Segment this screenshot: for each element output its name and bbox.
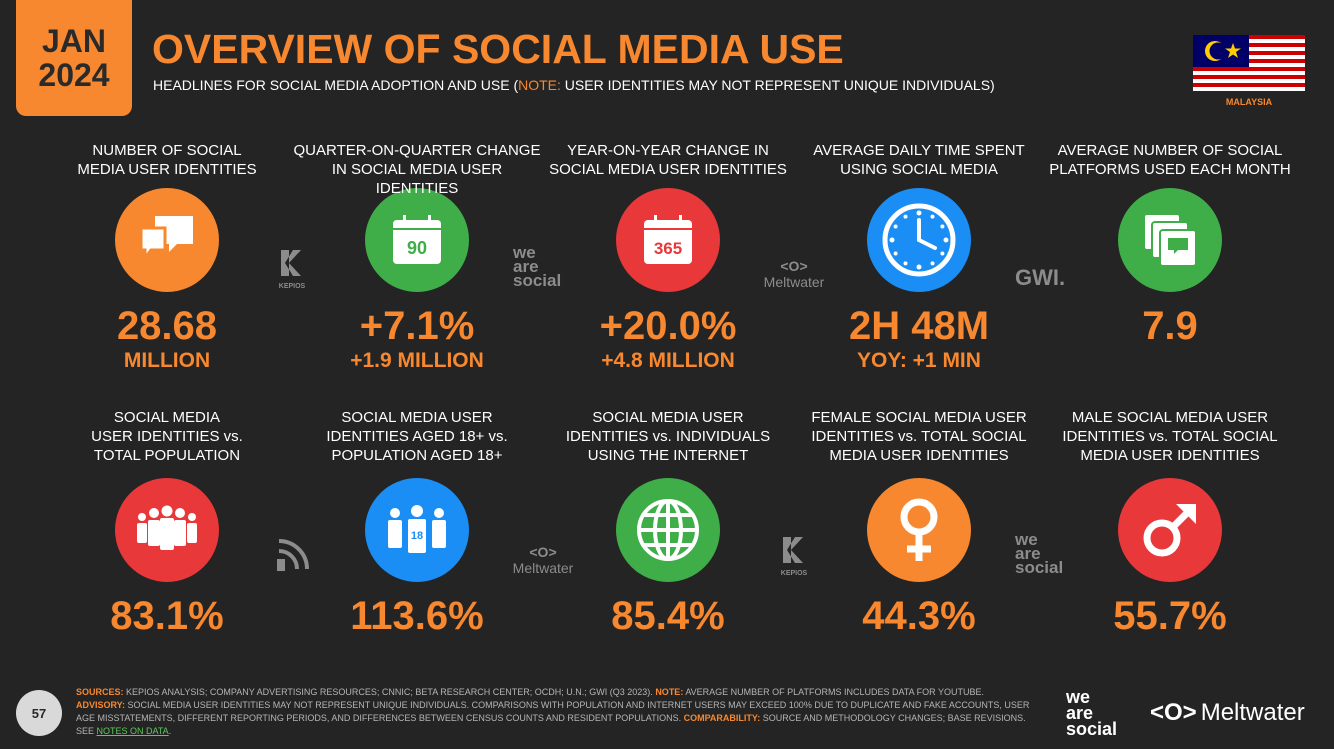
- page-number: 57: [16, 690, 62, 736]
- clock-icon: [867, 188, 971, 292]
- stat-yoy-change: YEAR-ON-YEAR CHANGE IN SOCIAL MEDIA USER …: [543, 141, 793, 374]
- people-group-icon: [115, 478, 219, 582]
- stat-value: 85.4%: [611, 594, 725, 638]
- stat-aged-18-plus: SOCIAL MEDIA USER IDENTITIES AGED 18+ vs.…: [292, 408, 542, 638]
- people-18-icon: 18: [365, 478, 469, 582]
- calendar-365-icon: 365: [616, 188, 720, 292]
- we-are-social-footer-logo: we are social: [1066, 687, 1118, 739]
- globe-icon: [616, 478, 720, 582]
- stat-male-share: MALE SOCIAL MEDIA USER IDENTITIES vs. TOT…: [1045, 408, 1295, 638]
- meltwater-logo: <O> Meltwater: [756, 258, 832, 290]
- gwi-logo: GWI.: [1015, 265, 1066, 290]
- stat-qoq-change: QUARTER-ON-QUARTER CHANGE IN SOCIAL MEDIA…: [293, 142, 541, 372]
- country-label: MALAYSIA: [1225, 97, 1273, 107]
- calendar-90-icon: 90: [365, 188, 469, 292]
- chat-bubbles-icon: [115, 188, 219, 292]
- footer-sources: SOURCES: KEPIOS ANALYSIS; COMPANY ADVERT…: [76, 687, 1030, 736]
- svg-text:90: 90: [407, 238, 427, 258]
- stat-value: 44.3%: [862, 594, 976, 638]
- meltwater-mark-icon: <O>: [780, 258, 808, 274]
- kepios-logo-2: KEPIOS: [774, 535, 814, 577]
- meltwater-mark-icon: <O>: [529, 544, 557, 560]
- svg-text:365: 365: [654, 239, 682, 258]
- stat-value: 28.68: [116, 304, 218, 348]
- stat-vs-total-population: SOCIAL MEDIA USER IDENTITIES vs. TOTAL POP…: [42, 408, 292, 638]
- stat-value: +7.1%: [359, 304, 475, 348]
- stat-sub: MILLION: [123, 349, 211, 372]
- meltwater-footer-logo: <O> Meltwater: [1150, 699, 1305, 726]
- stat-value: 113.6%: [350, 594, 484, 638]
- date-year: 2024: [38, 57, 110, 93]
- male-symbol-icon: [1118, 478, 1222, 582]
- stat-social-user-identities: NUMBER OF SOCIAL MEDIA USER IDENTITIES 28…: [42, 141, 292, 374]
- notes-on-data-link[interactable]: NOTES ON DATA: [96, 726, 169, 736]
- datareportal-logo: [272, 533, 316, 580]
- page-title: OVERVIEW OF SOCIAL MEDIA USE: [152, 26, 844, 72]
- stat-avg-platforms: AVERAGE NUMBER OF SOCIAL PLATFORMS USED E…: [1045, 141, 1295, 348]
- stat-sub: YOY: +1 MIN: [857, 349, 981, 372]
- kepios-logo: KEPIOS: [272, 248, 312, 290]
- stat-sub: +4.8 MILLION: [601, 349, 735, 372]
- stat-daily-time: AVERAGE DAILY TIME SPENT USING SOCIAL MED…: [794, 141, 1044, 374]
- stat-vs-internet-users: SOCIAL MEDIA USER IDENTITIES vs. INDIVIDU…: [543, 408, 793, 638]
- we-are-social-logo: we are social: [513, 243, 562, 290]
- date-month: JAN: [41, 23, 106, 59]
- stat-value: 2H 48M: [848, 304, 990, 348]
- stat-sub: +1.9 MILLION: [350, 349, 484, 372]
- svg-text:18: 18: [411, 530, 423, 542]
- stat-value: 55.7%: [1113, 594, 1227, 638]
- meltwater-mark-icon: <O>: [1150, 699, 1197, 726]
- date-badge: JAN 2024: [16, 0, 132, 116]
- we-are-social-logo-2: we are social: [1015, 530, 1064, 577]
- meltwater-logo-2: <O> Meltwater: [505, 544, 581, 576]
- stacked-platforms-icon: [1118, 188, 1222, 292]
- stat-value: 7.9: [1142, 304, 1198, 348]
- female-symbol-icon: [867, 478, 971, 582]
- stat-value: 83.1%: [110, 594, 224, 638]
- page-subtitle: HEADLINES FOR SOCIAL MEDIA ADOPTION AND …: [153, 77, 995, 93]
- stat-female-share: FEMALE SOCIAL MEDIA USER IDENTITIES vs. T…: [794, 408, 1044, 638]
- stat-value: +20.0%: [599, 304, 737, 348]
- malaysia-flag-icon: [1193, 35, 1305, 91]
